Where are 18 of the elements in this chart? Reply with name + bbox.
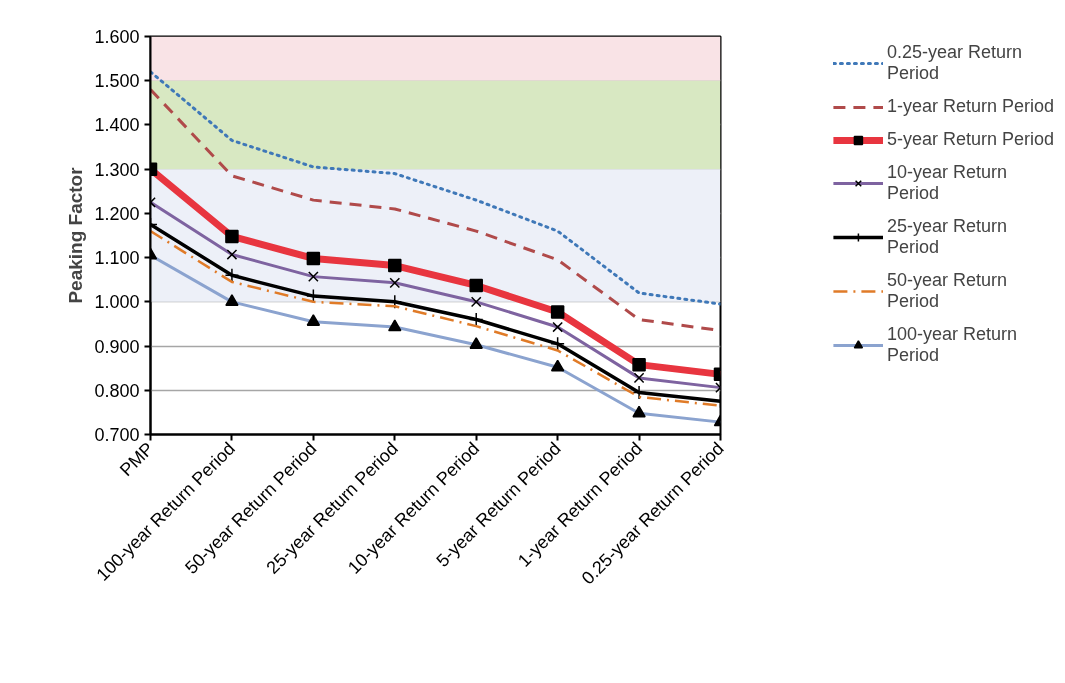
- y-tick-label: 1.000: [94, 292, 140, 313]
- y-tick-label: 1.600: [94, 27, 140, 47]
- y-tick-label: 0.900: [94, 336, 140, 357]
- legend-label: 100-year Return Period: [886, 324, 1017, 366]
- y-tick-label: 1.400: [94, 115, 140, 136]
- legend-label: 50-year Return Period: [886, 270, 1007, 312]
- legend-label: 25-year Return Period: [886, 216, 1007, 258]
- legend-label: 1-year Return Period: [886, 96, 1054, 117]
- y-tick-label: 0.800: [94, 380, 140, 401]
- y-tick-label: 1.500: [94, 71, 140, 92]
- legend-label: 10-year Return Period: [886, 162, 1007, 204]
- y-tick-label: 1.100: [94, 248, 140, 269]
- y-tick-label: 1.300: [94, 159, 140, 180]
- y-tick-label: 1.200: [94, 203, 140, 224]
- y-axis-title: Peaking Factor: [65, 166, 87, 304]
- y-tick-label: 0.700: [94, 425, 140, 445]
- legend-label: 5-year Return Period: [886, 129, 1054, 150]
- legend-label: 0.25-year Return Period: [886, 42, 1022, 84]
